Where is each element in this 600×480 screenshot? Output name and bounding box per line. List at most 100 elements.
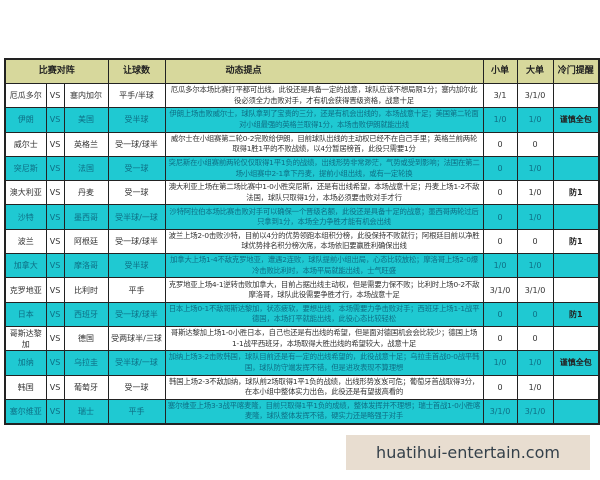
handicap: 平手: [107, 398, 166, 425]
away-team: 德国: [63, 325, 109, 352]
away-team: 英格兰: [63, 131, 109, 157]
upset-tip: [552, 277, 600, 303]
small-odds: 0: [482, 325, 518, 352]
table-row: 波兰 VS 阿根廷 受一球/球半 波兰上场2-0击败沙特，目前以4分的优势领跑本组积分榜…: [4, 228, 600, 255]
small-odds: 1/0: [482, 107, 518, 133]
match-notes: 突尼斯在小组赛前两轮仅仅取得1平1负的战绩，出线形势非常渺茫，气势或受到影响；法…: [164, 155, 484, 182]
away-team: 西班牙: [63, 301, 109, 327]
upset-tip: 防1: [552, 301, 600, 327]
match-notes: 伊朗上场击败威尔士，球队拿到了宝贵的三分，还是有机会出线的，本场战意十足；美国第…: [164, 107, 484, 133]
home-team: 沙特: [4, 204, 47, 230]
table-row: 澳大利亚 VS 丹麦 受一球 澳大利亚上场在第二场比赛中1-0小胜突尼斯，还是有出线希望…: [4, 180, 600, 206]
vs-label: VS: [45, 253, 65, 279]
home-team: 伊朗: [4, 107, 47, 133]
home-team: 哥斯达黎加: [4, 325, 47, 352]
big-odds: 1/0: [516, 155, 554, 182]
match-notes: 日本上场0-1不敌哥斯达黎加，状态疲软，要想出线，本场需要力争击败对手；西班牙上…: [164, 301, 484, 327]
header-small: 小单: [482, 58, 518, 84]
table-row: 加纳 VS 乌拉圭 受半球/一球 加纳上场3-2击败韩国，球队目前还是有一定的出线希望的…: [4, 350, 600, 376]
big-odds: 0: [516, 131, 554, 157]
big-odds: 1/0: [516, 107, 554, 133]
away-team: 瑞士: [63, 398, 109, 425]
away-team: 丹麦: [63, 180, 109, 206]
vs-label: VS: [45, 155, 65, 182]
big-odds: 0: [516, 325, 554, 352]
big-odds: 1/0: [516, 350, 554, 376]
small-odds: 1/0: [482, 350, 518, 376]
match-table: 比赛对阵 让球数 动态提点 小单 大单 冷门提醒 厄瓜多尔 VS 塞内加尔 平手/半球…: [4, 58, 600, 425]
big-odds: 3/1/0: [516, 82, 554, 109]
match-notes: 厄瓜多尔本场比赛打平都可出线，此役还是具备一定的战意，球队应该不想局限1分；塞内…: [164, 82, 484, 109]
small-odds: 1/0: [482, 253, 518, 279]
vs-label: VS: [45, 350, 65, 376]
vs-label: VS: [45, 325, 65, 352]
table-row: 日本 VS 西班牙 受一球/球半 日本上场0-1不敌哥斯达黎加，状态疲软，要想出线，本场…: [4, 301, 600, 327]
upset-tip: 谨慎全包: [552, 107, 600, 133]
upset-tip: [552, 82, 600, 109]
vs-label: VS: [45, 107, 65, 133]
home-team: 克罗地亚: [4, 277, 47, 303]
table-row: 哥斯达黎加 VS 德国 受两球半/三球 哥斯达黎加上场1-0小胜日本，自己也还是有出线的…: [4, 325, 600, 352]
match-notes: 克罗地亚上场4-1逆转击败加拿大，目前占据出线主动权，但是需要力保不败；比利时上…: [164, 277, 484, 303]
upset-tip: 防1: [552, 228, 600, 255]
big-odds: 1/0: [516, 253, 554, 279]
big-odds: 0: [516, 301, 554, 327]
away-team: 乌拉圭: [63, 350, 109, 376]
vs-label: VS: [45, 374, 65, 400]
upset-tip: [552, 398, 600, 425]
header-match: 比赛对阵: [4, 58, 109, 84]
handicap: 受一球: [107, 374, 166, 400]
upset-tip: [552, 253, 600, 279]
home-team: 塞尔维亚: [4, 398, 47, 425]
handicap: 受一球/球半: [107, 131, 166, 157]
match-notes: 塞尔维亚上场3-3战平喀麦隆，目前只取得1平1负的成绩，整体发挥并不理想；瑞士首…: [164, 398, 484, 425]
vs-label: VS: [45, 204, 65, 230]
big-odds: 1/0: [516, 204, 554, 230]
handicap: 受一球/球半: [107, 301, 166, 327]
small-odds: 0: [482, 301, 518, 327]
table-row: 厄瓜多尔 VS 塞内加尔 平手/半球 厄瓜多尔本场比赛打平都可出线，此役还是具备一定的战…: [4, 82, 600, 109]
small-odds: 0: [482, 374, 518, 400]
big-odds: 3/1/0: [516, 398, 554, 425]
small-odds: 0: [482, 155, 518, 182]
upset-tip: 谨慎全包: [552, 350, 600, 376]
table-row: 伊朗 VS 美国 受半球 伊朗上场击败威尔士，球队拿到了宝贵的三分，还是有机会出线的，本…: [4, 107, 600, 133]
handicap: 受一球: [107, 155, 166, 182]
away-team: 墨西哥: [63, 204, 109, 230]
small-odds: 0: [482, 131, 518, 157]
away-team: 阿根廷: [63, 228, 109, 255]
big-odds: 3/1/0: [516, 277, 554, 303]
small-odds: 3/1/0: [482, 398, 518, 425]
vs-label: VS: [45, 228, 65, 255]
big-odds: 1/0: [516, 374, 554, 400]
table-row: 威尔士 VS 英格兰 受一球/球半 威尔士在小组赛第二轮0-2完败给伊朗，目前球队出线的…: [4, 131, 600, 157]
match-notes: 加拿大上场1-4不敌克罗地亚，遭遇2连败，球队提前小组出局，心态比较放松；摩洛哥…: [164, 253, 484, 279]
home-team: 波兰: [4, 228, 47, 255]
handicap: 受半球: [107, 253, 166, 279]
table-row: 加拿大 VS 摩洛哥 受半球 加拿大上场1-4不敌克罗地亚，遭遇2连败，球队提前小组出局…: [4, 253, 600, 279]
upset-tip: [552, 374, 600, 400]
table-row: 沙特 VS 墨西哥 受半球/一球 沙特阿拉伯本场比赛击败对手可以确保一个晋级名额，此役还…: [4, 204, 600, 230]
small-odds: 0: [482, 180, 518, 206]
header-big: 大单: [516, 58, 554, 84]
away-team: 摩洛哥: [63, 253, 109, 279]
watermark: huatihui-entertain.com: [346, 435, 590, 470]
home-team: 威尔士: [4, 131, 47, 157]
table-row: 韩国 VS 葡萄牙 受一球 韩国上场2-3不敌加纳，球队前2场取得1平1负的战绩，出线形…: [4, 374, 600, 400]
header-handicap: 让球数: [107, 58, 166, 84]
vs-label: VS: [45, 301, 65, 327]
home-team: 加纳: [4, 350, 47, 376]
handicap: 受半球/一球: [107, 350, 166, 376]
match-notes: 威尔士在小组赛第二轮0-2完败给伊朗，目前球队出线的主动权已经不在自己手里；英格…: [164, 131, 484, 157]
upset-tip: [552, 325, 600, 352]
away-team: 葡萄牙: [63, 374, 109, 400]
away-team: 比利时: [63, 277, 109, 303]
header-row: 比赛对阵 让球数 动态提点 小单 大单 冷门提醒: [4, 58, 600, 84]
small-odds: 0: [482, 204, 518, 230]
handicap: 平手: [107, 277, 166, 303]
handicap: 受一球/球半: [107, 228, 166, 255]
away-team: 美国: [63, 107, 109, 133]
home-team: 加拿大: [4, 253, 47, 279]
handicap: 平手/半球: [107, 82, 166, 109]
small-odds: 0: [482, 228, 518, 255]
